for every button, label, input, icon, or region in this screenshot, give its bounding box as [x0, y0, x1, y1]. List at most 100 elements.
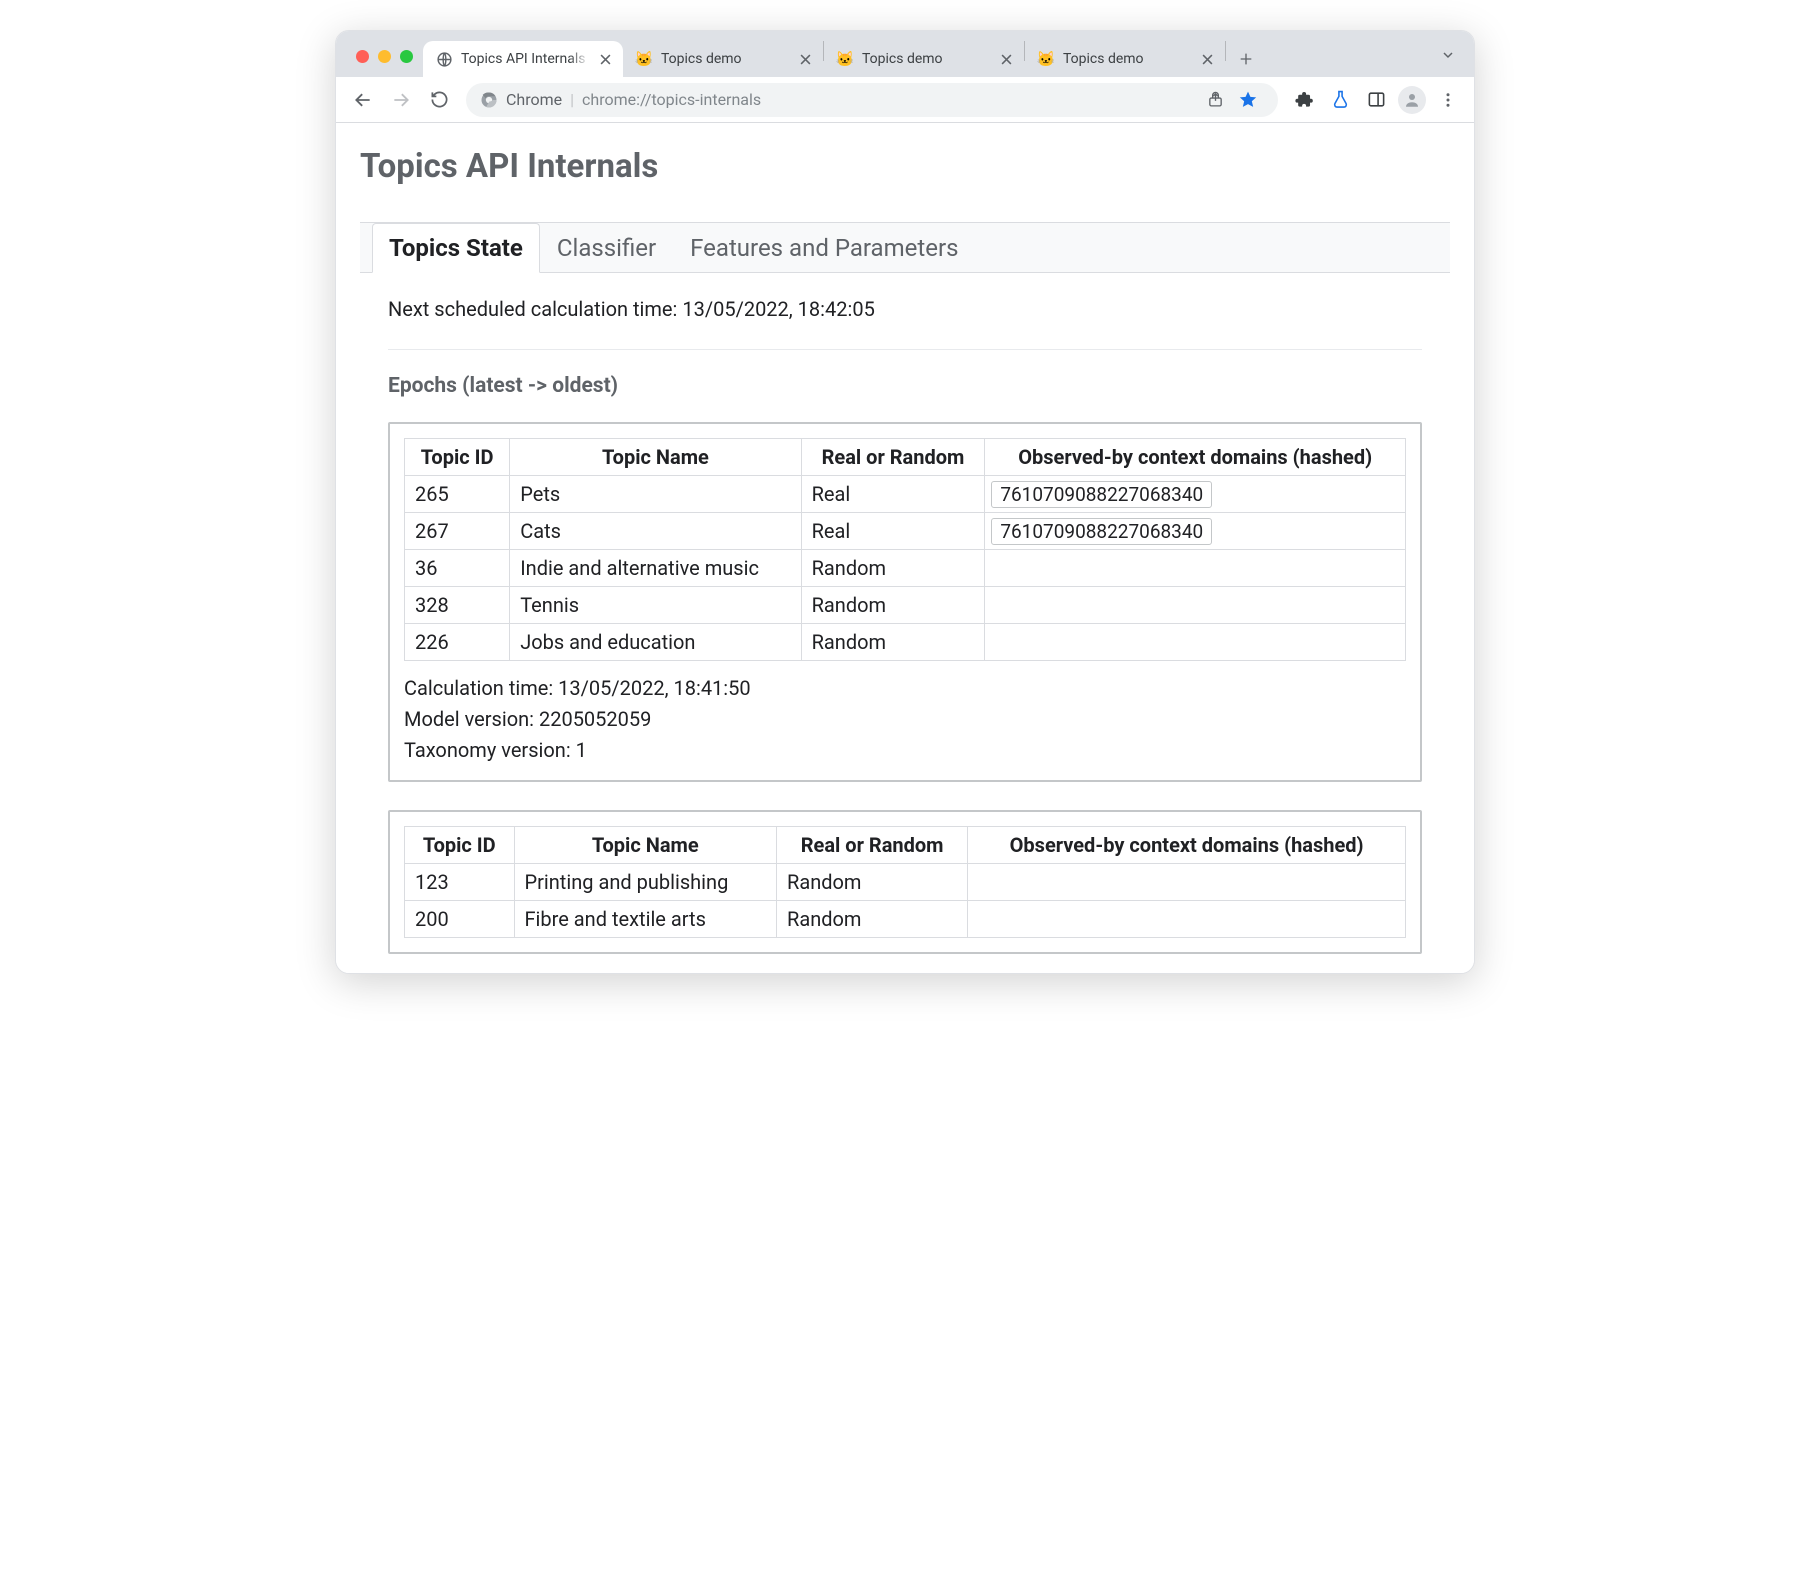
- cell-topic-name: Printing and publishing: [514, 864, 777, 901]
- cell-topic-id: 265: [405, 476, 510, 513]
- cell-topic-name: Cats: [510, 513, 801, 550]
- col-topic-id: Topic ID: [405, 439, 510, 476]
- cell-topic-name: Fibre and textile arts: [514, 901, 777, 938]
- page-tab-features[interactable]: Features and Parameters: [673, 223, 975, 273]
- tab-title: Topics API Internals: [461, 51, 589, 67]
- next-calc-line: Next scheduled calculation time: 13/05/2…: [388, 297, 1422, 321]
- tab-title: Topics demo: [661, 51, 789, 67]
- tab-divider: [1225, 41, 1226, 61]
- back-button[interactable]: [346, 83, 380, 117]
- tab-close-icon[interactable]: [1199, 51, 1215, 67]
- forward-button[interactable]: [384, 83, 418, 117]
- omnibox-separator: |: [570, 90, 574, 109]
- cat-icon: 🐱: [635, 50, 653, 68]
- cell-real-random: Random: [777, 864, 968, 901]
- reload-button[interactable]: [422, 83, 456, 117]
- table-row: 200Fibre and textile artsRandom: [405, 901, 1406, 938]
- hash-badge: 7610709088227068340: [991, 518, 1212, 545]
- table-row: 36Indie and alternative musicRandom: [405, 550, 1406, 587]
- cell-topic-name: Jobs and education: [510, 624, 801, 661]
- cell-hash: [968, 864, 1406, 901]
- cat-icon: 🐱: [836, 50, 854, 68]
- bookmark-star-icon[interactable]: [1232, 84, 1264, 116]
- tab-close-icon[interactable]: [998, 51, 1014, 67]
- labs-icon[interactable]: [1324, 84, 1356, 116]
- cell-real-random: Random: [777, 901, 968, 938]
- extensions-icon[interactable]: [1288, 84, 1320, 116]
- tab-content: Next scheduled calculation time: 13/05/2…: [360, 273, 1450, 973]
- cell-topic-name: Indie and alternative music: [510, 550, 801, 587]
- window-zoom-button[interactable]: [400, 50, 413, 63]
- cell-real-random: Random: [801, 587, 985, 624]
- cell-hash: 7610709088227068340: [985, 476, 1406, 513]
- cat-icon: 🐱: [1037, 50, 1055, 68]
- browser-tab[interactable]: 🐱 Topics demo: [824, 41, 1024, 77]
- cell-hash: [968, 901, 1406, 938]
- tab-title: Topics demo: [862, 51, 990, 67]
- col-real-random: Real or Random: [801, 439, 985, 476]
- cell-real-random: Real: [801, 513, 985, 550]
- page-tab-classifier[interactable]: Classifier: [540, 223, 673, 273]
- sidepanel-icon[interactable]: [1360, 84, 1392, 116]
- hash-badge: 7610709088227068340: [991, 481, 1212, 508]
- cell-real-random: Random: [801, 624, 985, 661]
- cell-hash: [985, 550, 1406, 587]
- page-tabs: Topics State Classifier Features and Par…: [360, 222, 1450, 273]
- cell-real-random: Random: [801, 550, 985, 587]
- menu-icon[interactable]: [1432, 84, 1464, 116]
- cell-topic-id: 123: [405, 864, 515, 901]
- table-row: 267CatsReal7610709088227068340: [405, 513, 1406, 550]
- cell-real-random: Real: [801, 476, 985, 513]
- toolbar: Chrome | chrome://topics-internals: [336, 77, 1474, 123]
- table-row: 226Jobs and educationRandom: [405, 624, 1406, 661]
- share-icon[interactable]: [1207, 91, 1224, 108]
- cell-hash: [985, 624, 1406, 661]
- divider: [388, 349, 1422, 350]
- calc-time-line: Calculation time: 13/05/2022, 18:41:50: [404, 673, 1406, 704]
- table-header-row: Topic ID Topic Name Real or Random Obser…: [405, 827, 1406, 864]
- cell-topic-id: 328: [405, 587, 510, 624]
- browser-tab-active[interactable]: Topics API Internals: [423, 41, 623, 77]
- page-title: Topics API Internals: [360, 147, 1450, 186]
- omnibox[interactable]: Chrome | chrome://topics-internals: [466, 83, 1278, 117]
- new-tab-button[interactable]: [1232, 45, 1260, 73]
- col-topic-name: Topic Name: [514, 827, 777, 864]
- table-header-row: Topic ID Topic Name Real or Random Obser…: [405, 439, 1406, 476]
- cell-topic-name: Pets: [510, 476, 801, 513]
- epoch-box: Topic ID Topic Name Real or Random Obser…: [388, 810, 1422, 954]
- table-row: 265PetsReal7610709088227068340: [405, 476, 1406, 513]
- omnibox-url: chrome://topics-internals: [582, 90, 761, 109]
- col-real-random: Real or Random: [777, 827, 968, 864]
- next-calc-value: 13/05/2022, 18:42:05: [682, 297, 874, 321]
- omnibox-prefix: Chrome: [506, 90, 562, 109]
- epoch-box: Topic ID Topic Name Real or Random Obser…: [388, 422, 1422, 782]
- browser-tab[interactable]: 🐱 Topics demo: [623, 41, 823, 77]
- col-topic-id: Topic ID: [405, 827, 515, 864]
- browser-tab[interactable]: 🐱 Topics demo: [1025, 41, 1225, 77]
- cell-topic-id: 200: [405, 901, 515, 938]
- chrome-icon: [480, 91, 498, 109]
- cell-hash: [985, 587, 1406, 624]
- browser-window: Topics API Internals 🐱 Topics demo 🐱 Top…: [335, 30, 1475, 974]
- model-version-line: Model version: 2205052059: [404, 704, 1406, 735]
- page-content: Topics API Internals Topics State Classi…: [336, 123, 1474, 973]
- tabstrip: Topics API Internals 🐱 Topics demo 🐱 Top…: [336, 31, 1474, 77]
- cell-topic-id: 226: [405, 624, 510, 661]
- page-tab-topics-state[interactable]: Topics State: [372, 223, 540, 273]
- table-row: 328TennisRandom: [405, 587, 1406, 624]
- profile-avatar[interactable]: [1396, 84, 1428, 116]
- tabs-dropdown-button[interactable]: [1430, 37, 1466, 73]
- cell-topic-id: 267: [405, 513, 510, 550]
- col-topic-name: Topic Name: [510, 439, 801, 476]
- taxonomy-version-line: Taxonomy version: 1: [404, 735, 1406, 766]
- table-row: 123Printing and publishingRandom: [405, 864, 1406, 901]
- tab-close-icon[interactable]: [597, 51, 613, 67]
- cell-hash: 7610709088227068340: [985, 513, 1406, 550]
- window-minimize-button[interactable]: [378, 50, 391, 63]
- col-observed-hash: Observed-by context domains (hashed): [968, 827, 1406, 864]
- tab-close-icon[interactable]: [797, 51, 813, 67]
- epochs-title: Epochs (latest -> oldest): [388, 374, 1422, 398]
- topics-table: Topic ID Topic Name Real or Random Obser…: [404, 438, 1406, 661]
- window-close-button[interactable]: [356, 50, 369, 63]
- cell-topic-id: 36: [405, 550, 510, 587]
